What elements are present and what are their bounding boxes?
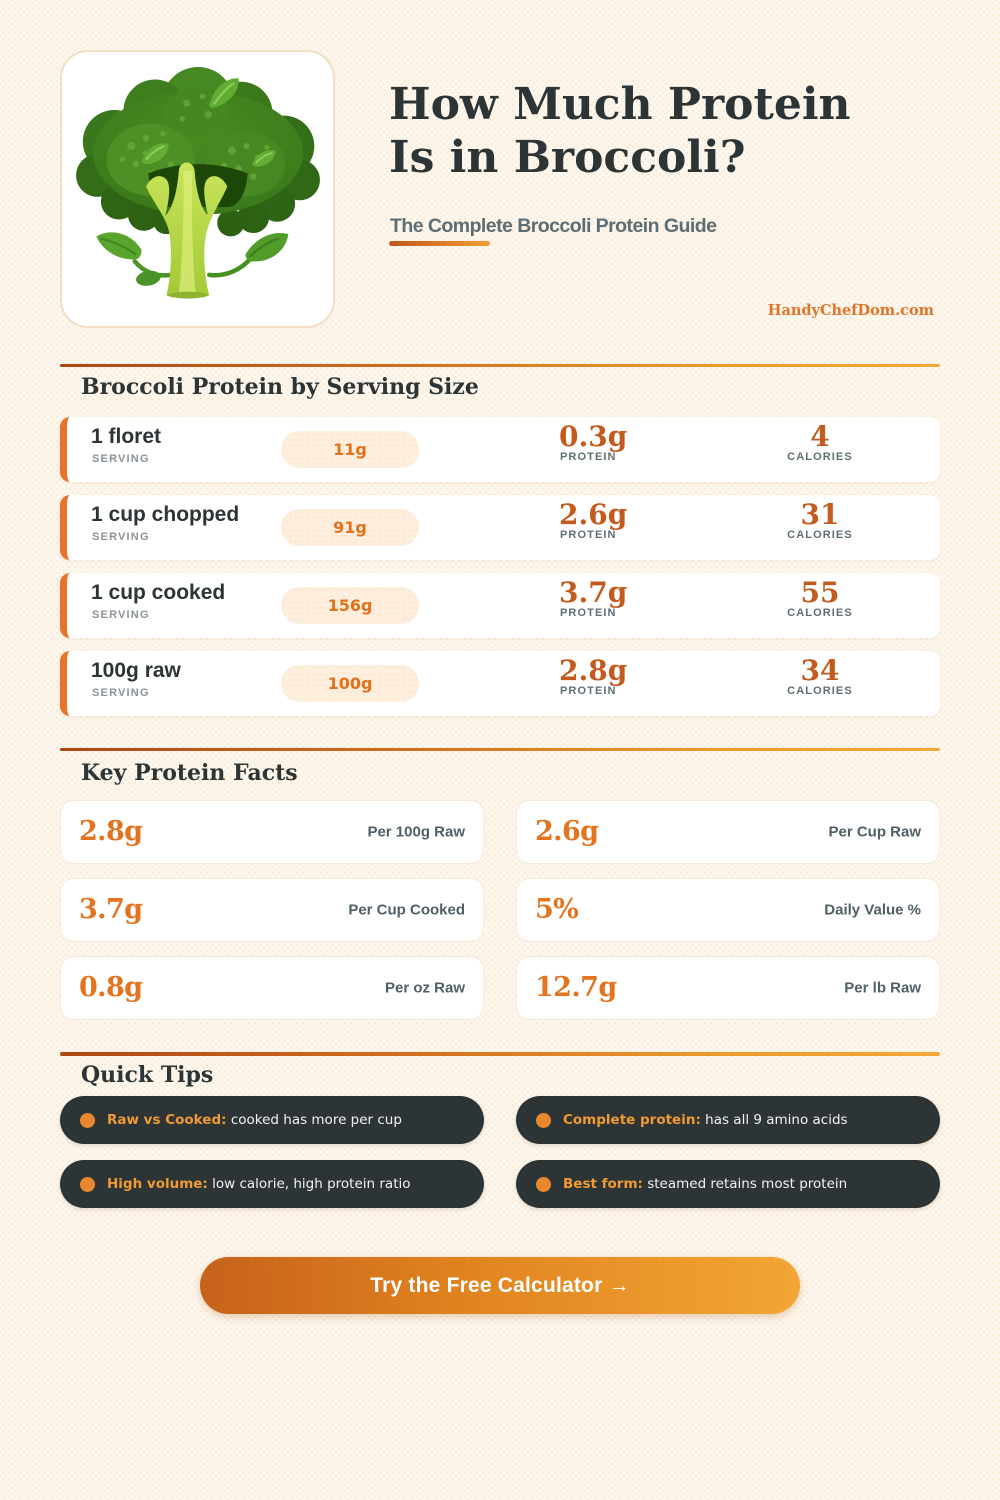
section-divider <box>60 363 940 367</box>
serving-name: 1 cup cooked <box>91 580 226 604</box>
serving-label: SERVING <box>92 609 150 621</box>
tip-label: Complete protein: <box>563 1112 701 1128</box>
broccoli-stalk <box>145 162 227 299</box>
calories-value: 4 <box>810 420 830 453</box>
broccoli-icon <box>75 67 320 299</box>
fact-card-per-oz-raw: 0.8g Per oz Raw <box>60 956 484 1020</box>
tip-label: Raw vs Cooked: <box>107 1112 227 1128</box>
serving-row-100g-raw: 100g raw SERVING 100g 2.8g PROTEIN 34 CA… <box>60 651 940 716</box>
calories-value: 55 <box>800 576 840 609</box>
page-subtitle: The Complete Broccoli Protein Guide <box>390 215 717 237</box>
tip-complete-protein: Complete protein: has all 9 amino acids <box>516 1096 940 1144</box>
serving-row-1-floret: 1 floret SERVING 11g 0.3g PROTEIN 4 CALO… <box>60 417 940 482</box>
calories-column: 34 CALORIES <box>760 651 880 716</box>
fact-label: Per 100g Raw <box>367 823 465 841</box>
protein-label: PROTEIN <box>560 529 617 541</box>
grams-pill: 91g <box>281 509 419 546</box>
fact-value: 12.7g <box>535 971 617 1003</box>
fact-value: 3.7g <box>79 893 143 925</box>
grams-pill: 100g <box>281 665 419 702</box>
tip-label: Best form: <box>563 1176 643 1192</box>
tips-section-heading: Quick Tips <box>81 1062 214 1088</box>
section-divider <box>60 1052 940 1056</box>
calories-label: CALORIES <box>787 529 853 541</box>
title-line-2: Is in Broccoli? <box>389 132 746 183</box>
calories-value: 31 <box>800 498 840 531</box>
tip-text: Complete protein: has all 9 amino acids <box>563 1112 848 1128</box>
tip-body: has all 9 amino acids <box>705 1112 848 1128</box>
subtitle-underline <box>389 241 490 246</box>
serving-label: SERVING <box>92 453 150 465</box>
bullet-dot-icon <box>536 1176 551 1192</box>
tip-body: cooked has more per cup <box>230 1112 402 1128</box>
broccoli-crown <box>75 67 320 237</box>
fact-card-daily-value: 5% Daily Value % <box>516 878 940 942</box>
fact-card-per-100g-raw: 2.8g Per 100g Raw <box>60 800 484 864</box>
fact-value: 0.8g <box>79 971 143 1003</box>
fact-card-per-cup-cooked: 3.7g Per Cup Cooked <box>60 878 484 942</box>
site-name[interactable]: HandyChefDom.com <box>767 302 934 319</box>
bullet-dot-icon <box>80 1176 95 1192</box>
grams-pill: 156g <box>281 587 419 624</box>
tip-raw-vs-cooked: Raw vs Cooked: cooked has more per cup <box>60 1096 484 1144</box>
grams-pill: 11g <box>281 431 419 468</box>
fact-label: Per lb Raw <box>844 979 921 997</box>
calories-label: CALORIES <box>787 607 853 619</box>
calories-column: 31 CALORIES <box>760 495 880 560</box>
serving-name: 1 cup chopped <box>91 502 240 526</box>
tip-text: High volume: low calorie, high protein r… <box>107 1176 411 1192</box>
protein-label: PROTEIN <box>560 451 617 463</box>
tip-high-volume: High volume: low calorie, high protein r… <box>60 1160 484 1208</box>
calories-column: 4 CALORIES <box>760 417 880 482</box>
serving-row-cup-cooked: 1 cup cooked SERVING 156g 3.7g PROTEIN 5… <box>60 573 940 638</box>
calories-column: 55 CALORIES <box>760 573 880 638</box>
fact-value: 5% <box>535 893 579 925</box>
tip-best-form: Best form: steamed retains most protein <box>516 1160 940 1208</box>
fact-card-per-cup-raw: 2.6g Per Cup Raw <box>516 800 940 864</box>
serving-name: 100g raw <box>91 658 181 682</box>
bullet-dot-icon <box>536 1112 551 1128</box>
tip-text: Raw vs Cooked: cooked has more per cup <box>107 1112 402 1128</box>
bullet-dot-icon <box>80 1112 95 1128</box>
fact-label: Per Cup Cooked <box>348 901 465 919</box>
logo-card <box>60 50 335 328</box>
serving-row-cup-chopped: 1 cup chopped SERVING 91g 2.6g PROTEIN 3… <box>60 495 940 560</box>
serving-section-heading: Broccoli Protein by Serving Size <box>81 374 479 400</box>
broccoli-crown-leaves <box>141 78 276 167</box>
calories-value: 34 <box>800 654 840 687</box>
page-title: How Much Protein Is in Broccoli? <box>389 78 949 184</box>
calories-label: CALORIES <box>787 451 853 463</box>
serving-label: SERVING <box>92 531 150 543</box>
protein-label: PROTEIN <box>560 607 617 619</box>
tip-body: steamed retains most protein <box>647 1176 848 1192</box>
protein-label: PROTEIN <box>560 685 617 697</box>
fact-card-per-lb-raw: 12.7g Per lb Raw <box>516 956 940 1020</box>
serving-label: SERVING <box>92 687 150 699</box>
broccoli-leaves <box>95 232 288 286</box>
fact-value: 2.8g <box>79 815 143 847</box>
calories-label: CALORIES <box>787 685 853 697</box>
protein-value: 0.3g <box>559 420 628 453</box>
tip-body: low calorie, high protein ratio <box>212 1176 411 1192</box>
protein-value: 2.6g <box>559 498 628 531</box>
protein-value: 3.7g <box>559 576 628 609</box>
fact-label: Daily Value % <box>824 901 921 919</box>
free-calculator-button[interactable]: Try the Free Calculator → <box>200 1257 800 1314</box>
protein-value: 2.8g <box>559 654 628 687</box>
facts-section-heading: Key Protein Facts <box>81 760 298 786</box>
tip-label: High volume: <box>107 1176 208 1192</box>
section-divider <box>60 747 940 751</box>
fact-label: Per oz Raw <box>384 979 465 997</box>
fact-label: Per Cup Raw <box>828 823 921 841</box>
serving-name: 1 floret <box>91 424 162 448</box>
fact-value: 2.6g <box>535 815 599 847</box>
tip-text: Best form: steamed retains most protein <box>563 1176 847 1192</box>
title-line-1: How Much Protein <box>389 79 851 130</box>
